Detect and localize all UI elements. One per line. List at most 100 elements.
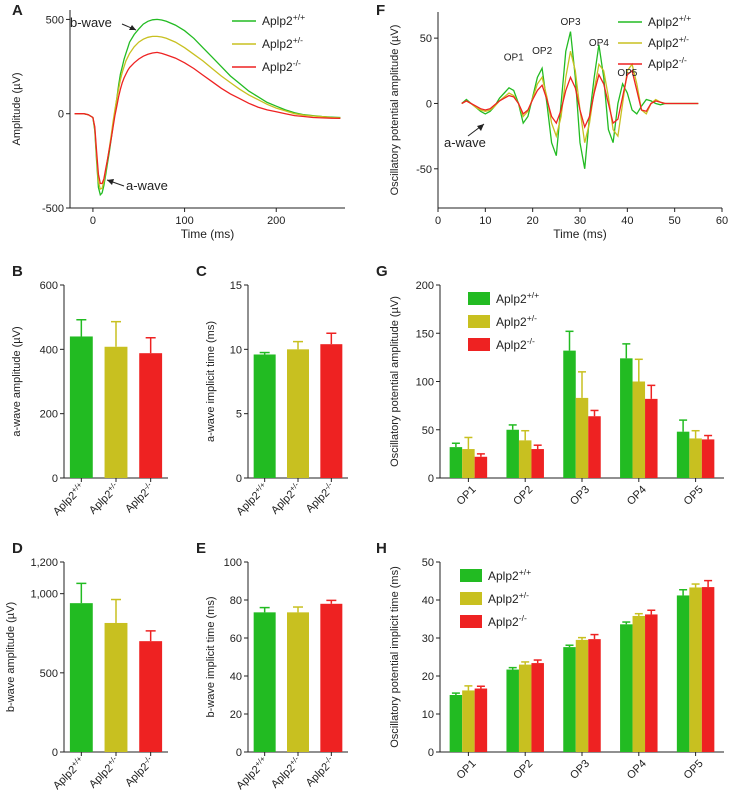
x-tick-label: 0 xyxy=(90,215,96,227)
legend-swatch xyxy=(468,315,490,328)
legend-swatch xyxy=(468,292,490,305)
panel-label-c: C xyxy=(196,263,207,280)
y-tick-label: 600 xyxy=(40,280,58,292)
x-tick-label: Aplp2-/- xyxy=(121,754,157,790)
x-tick-label: Aplp2+/+ xyxy=(233,754,272,793)
x-axis-label: Time (ms) xyxy=(181,227,235,241)
x-tick-label: 20 xyxy=(527,215,539,227)
y-axis-label: Amplitude (µV) xyxy=(11,73,23,146)
series-line xyxy=(74,18,341,197)
bar xyxy=(462,449,475,478)
y-tick-label: 50 xyxy=(422,557,434,569)
series-line xyxy=(461,31,699,169)
y-axis-label: a-wave amplitude (µV) xyxy=(11,326,23,436)
chart-panel-e: 0 20 40 60 80 100 b-wave implicit time (ms) Apl… xyxy=(205,557,348,792)
y-tick-label: 20 xyxy=(422,671,434,683)
bar xyxy=(139,641,163,752)
bar xyxy=(139,353,163,478)
y-tick-label: 150 xyxy=(416,328,434,340)
y-tick-label: 30 xyxy=(422,633,434,645)
panel-label-b: B xyxy=(12,263,23,280)
y-tick-label: 0 xyxy=(428,747,434,759)
y-tick-label: 0 xyxy=(236,473,242,485)
x-tick-label: 100 xyxy=(175,215,193,227)
chart-panel-f: -50 0 50 Oscillatory potential amplitude (µ… xyxy=(389,12,728,241)
annotation-arrowhead xyxy=(107,179,114,185)
y-tick-label: 100 xyxy=(224,557,242,569)
chart-panel-d: 0 500 1,000 1,200 b-wave amplitude (µV) Aplp2… xyxy=(5,557,168,792)
y-axis-label: Oscillatory potential amplitude (µV) xyxy=(389,296,401,467)
x-tick-label: OP1 xyxy=(454,758,478,782)
bar xyxy=(531,663,544,752)
x-tick-label: OP3 xyxy=(568,758,592,782)
legend-swatch xyxy=(460,569,482,582)
bar xyxy=(588,416,601,478)
y-axis-label: a-wave implicit time (ms) xyxy=(205,321,217,442)
x-tick-label: 50 xyxy=(669,215,681,227)
bar xyxy=(563,350,576,478)
bar xyxy=(449,695,463,752)
y-tick-label: 0 xyxy=(58,109,64,121)
bar xyxy=(620,624,633,752)
bar xyxy=(645,398,658,478)
bar xyxy=(320,603,343,752)
legend-entry: Aplp2+/- xyxy=(262,35,303,51)
legend-entry: Aplp2-/- xyxy=(488,613,527,629)
legend-entry: Aplp2+/- xyxy=(496,313,537,329)
bar xyxy=(104,622,128,752)
x-tick-label: 0 xyxy=(435,215,441,227)
bar xyxy=(69,603,93,752)
y-tick-label: 500 xyxy=(46,14,64,26)
y-tick-label: 500 xyxy=(40,668,58,680)
y-tick-label: 1,000 xyxy=(30,589,58,601)
series-line xyxy=(461,69,699,129)
y-tick-label: -50 xyxy=(416,164,432,176)
y-tick-label: 20 xyxy=(230,709,242,721)
y-axis-label: Oscillatory potential implicit time (ms) xyxy=(389,566,401,748)
y-tick-label: 0 xyxy=(236,747,242,759)
x-tick-label: Aplp2+/+ xyxy=(49,480,88,519)
x-tick-label: OP2 xyxy=(511,758,535,782)
bar xyxy=(506,429,519,478)
bar xyxy=(676,595,690,752)
y-tick-label: 0 xyxy=(52,747,58,759)
annotation-op: OP4 xyxy=(589,38,609,49)
bar xyxy=(449,447,463,478)
legend-entry: Aplp2+/- xyxy=(648,34,689,50)
bar xyxy=(563,647,576,752)
y-axis-label: b-wave amplitude (µV) xyxy=(5,602,17,712)
legend-swatch xyxy=(468,338,490,351)
y-tick-label: 15 xyxy=(230,280,242,292)
chart-panel-g: 0 50 100 150 200 Oscillatory potential amplit… xyxy=(389,280,724,508)
bar xyxy=(253,612,276,752)
y-tick-label: 80 xyxy=(230,595,242,607)
bar xyxy=(620,358,633,478)
y-tick-label: 200 xyxy=(416,280,434,292)
bar xyxy=(518,440,532,478)
annotation-op: OP3 xyxy=(561,17,581,28)
bar xyxy=(320,344,343,478)
y-tick-label: -500 xyxy=(42,203,64,215)
x-tick-label: 200 xyxy=(267,215,285,227)
x-axis-label: Time (ms) xyxy=(553,227,607,241)
x-tick-label: 60 xyxy=(716,215,728,227)
y-tick-label: 200 xyxy=(40,409,58,421)
x-tick-label: 30 xyxy=(574,215,586,227)
annotation-arrowhead xyxy=(477,124,484,131)
x-tick-label: OP3 xyxy=(568,484,592,508)
annotation-op: OP1 xyxy=(504,52,524,63)
bar xyxy=(104,346,128,478)
panel-label-d: D xyxy=(12,540,23,557)
y-axis-label: Oscillatory potential amplitude (µV) xyxy=(389,25,401,196)
y-tick-label: 5 xyxy=(236,409,242,421)
bar xyxy=(531,449,544,478)
x-tick-label: OP4 xyxy=(625,758,649,782)
bar xyxy=(645,614,658,752)
x-tick-label: OP2 xyxy=(511,484,535,508)
panel-label-h: H xyxy=(376,540,387,557)
bar xyxy=(575,639,589,752)
panel-label-e: E xyxy=(196,540,206,557)
x-tick-label: Aplp2+/- xyxy=(267,754,304,791)
